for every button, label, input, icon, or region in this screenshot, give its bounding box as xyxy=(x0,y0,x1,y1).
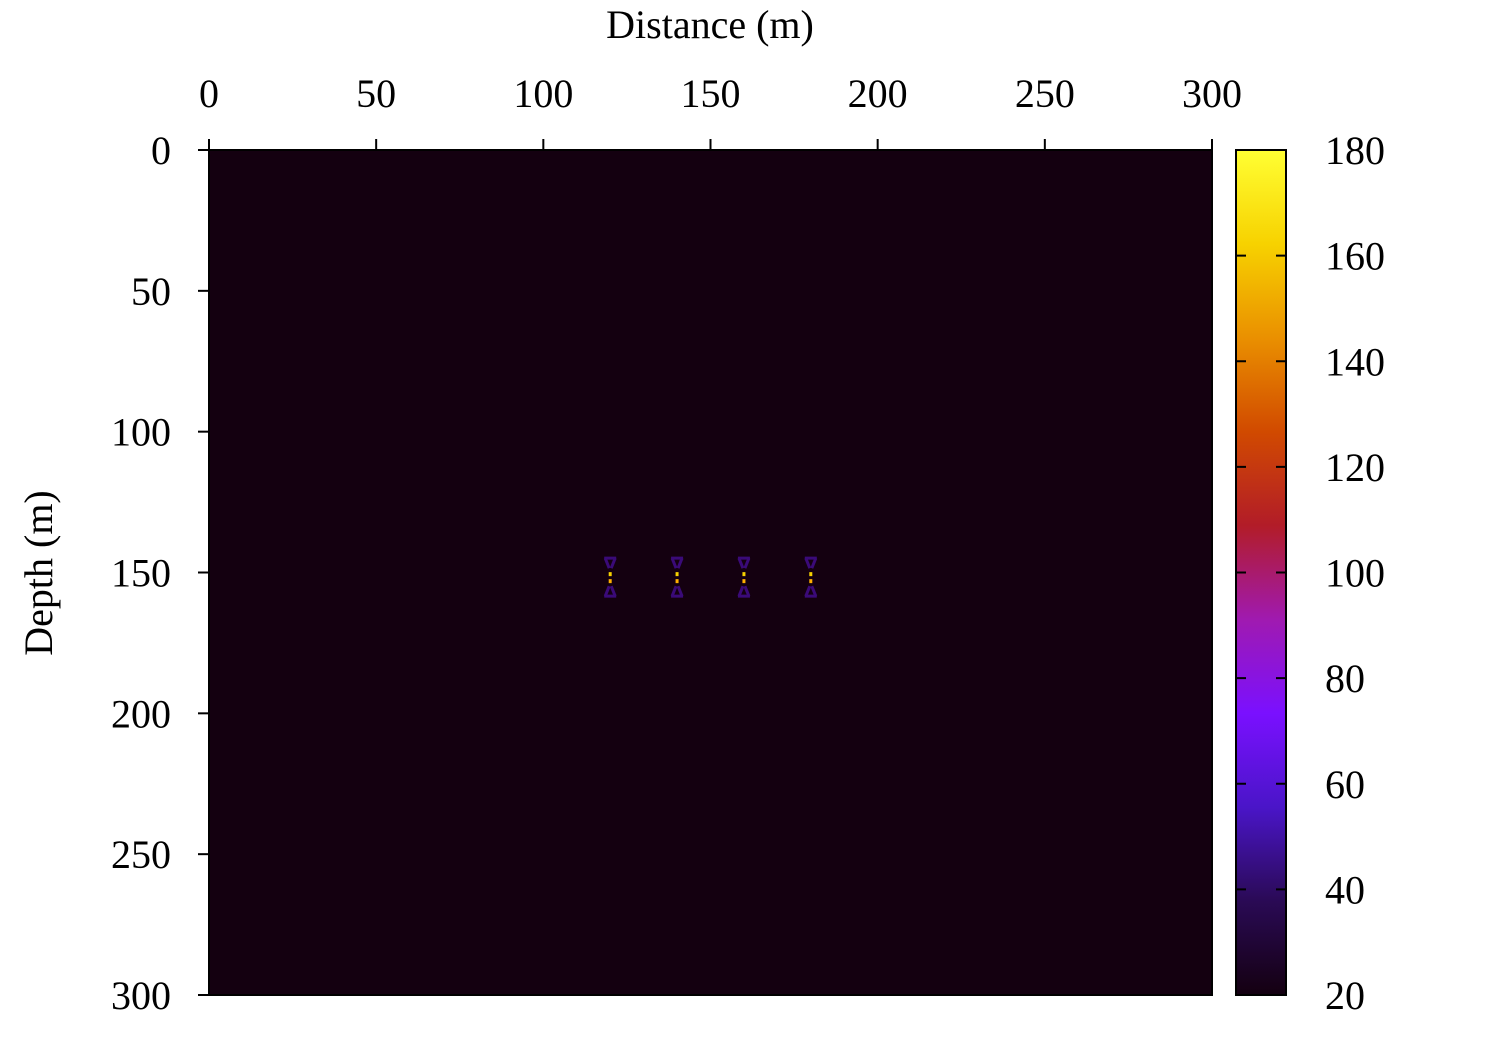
anomaly-core-bottom xyxy=(608,579,612,584)
colorbar-tick-label: 120 xyxy=(1325,445,1385,490)
x-axis: 0 50 100 150 200 250 300 xyxy=(199,71,1242,150)
anomaly-core-bottom xyxy=(742,579,746,584)
anomaly-halo-top-right xyxy=(743,557,751,569)
anomaly-2 xyxy=(670,556,684,598)
y-tick-label: 150 xyxy=(111,551,171,596)
y-tick-label: 300 xyxy=(111,973,171,1018)
anomaly-halo-top-left xyxy=(737,557,745,569)
colorbar-tick-label: 180 xyxy=(1325,128,1385,173)
anomaly-halo-bottom-right xyxy=(676,585,684,597)
anomaly-halo-top-left xyxy=(603,557,611,569)
y-axis: 0 50 100 150 200 250 300 xyxy=(111,128,209,1018)
anomaly-core-top xyxy=(608,572,612,577)
x-tick-label: 100 xyxy=(513,71,573,116)
y-tick-label: 0 xyxy=(151,128,171,173)
anomaly-halo-top-right xyxy=(676,557,684,569)
anomaly-halo-top-left xyxy=(804,557,812,569)
anomaly-halo-top-right xyxy=(609,557,617,569)
x-tick-label: 0 xyxy=(199,71,219,116)
anomaly-1 xyxy=(603,556,617,598)
anomaly-core-top xyxy=(742,572,746,577)
anomaly-halo-bottom-right xyxy=(810,585,818,597)
x-axis-title: Distance (m) xyxy=(606,2,814,47)
x-tick-label: 300 xyxy=(1182,71,1242,116)
y-tick-label: 250 xyxy=(111,832,171,877)
x-tick-label: 150 xyxy=(681,71,741,116)
anomaly-core-top xyxy=(809,572,813,577)
colorbar-tick-label: 60 xyxy=(1325,762,1365,807)
anomaly-4 xyxy=(804,556,818,598)
y-tick-label: 100 xyxy=(111,410,171,455)
colorbar-tick-label: 140 xyxy=(1325,339,1385,384)
anomaly-core-bottom xyxy=(809,579,813,584)
plot-area xyxy=(209,150,1212,995)
y-tick-label: 50 xyxy=(131,269,171,314)
anomaly-halo-bottom-right xyxy=(609,585,617,597)
colorbar-tick-label: 40 xyxy=(1325,867,1365,912)
y-tick-label: 200 xyxy=(111,691,171,736)
colorbar-tick-label: 160 xyxy=(1325,234,1385,279)
anomaly-halo-bottom-left xyxy=(804,585,812,597)
anomaly-halo-bottom-left xyxy=(670,585,678,597)
x-tick-label: 250 xyxy=(1015,71,1075,116)
anomaly-halo-bottom-left xyxy=(737,585,745,597)
anomaly-halo-top-left xyxy=(670,557,678,569)
colorbar-tick-label: 20 xyxy=(1325,973,1365,1018)
anomaly-core-top xyxy=(675,572,679,577)
anomaly-core-bottom xyxy=(675,579,679,584)
colorbar-tick-label: 100 xyxy=(1325,551,1385,596)
x-tick-label: 200 xyxy=(848,71,908,116)
anomaly-halo-bottom-right xyxy=(743,585,751,597)
colorbar-axis: 20 40 60 80 100 120 140 160 180 xyxy=(1236,128,1385,1018)
anomaly-3 xyxy=(737,556,751,598)
anomaly-halo-bottom-left xyxy=(603,585,611,597)
anomaly-layer xyxy=(603,556,818,598)
colorbar-tick-label: 80 xyxy=(1325,656,1365,701)
anomaly-halo-top-right xyxy=(810,557,818,569)
x-tick-label: 50 xyxy=(356,71,396,116)
y-axis-title: Depth (m) xyxy=(16,490,61,656)
